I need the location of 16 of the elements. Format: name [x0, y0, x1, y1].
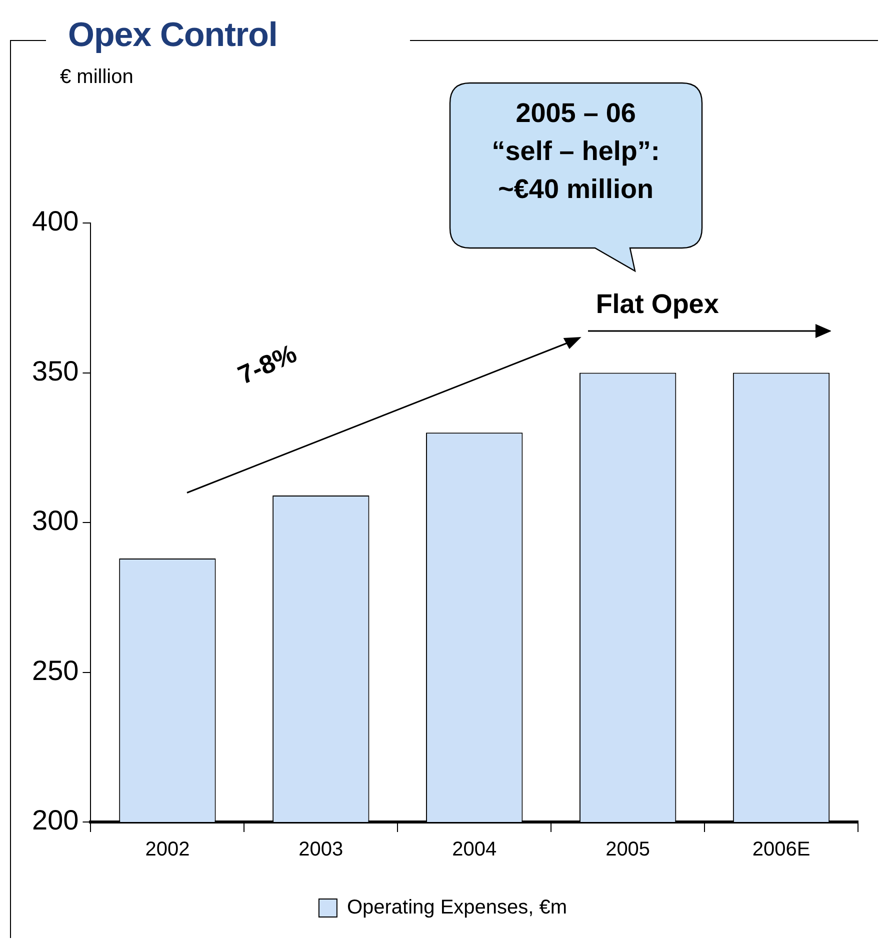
y-tick-label: 250 [32, 654, 79, 686]
x-tick-label: 2002 [145, 838, 190, 861]
chart-subtitle: € million [60, 66, 134, 89]
x-tick-label: 2003 [298, 838, 344, 861]
y-tick-label: 400 [32, 206, 79, 237]
x-tick-label: 2006E [752, 838, 810, 861]
y-tick-label: 200 [32, 804, 79, 836]
x-tick-label: 2004 [452, 838, 497, 861]
y-tick-label: 350 [32, 355, 79, 386]
legend-label: Operating Expenses, €m [346, 896, 568, 919]
text: 2005 – 06 “self – help”: ~€40 million [490, 97, 661, 206]
annotation: Flat Opex [596, 288, 719, 320]
y-tick-label: 300 [32, 505, 79, 536]
annotation: 7-8% [234, 338, 302, 391]
chart-title: Opex Control [68, 16, 278, 55]
x-tick-label: 2005 [606, 838, 650, 861]
